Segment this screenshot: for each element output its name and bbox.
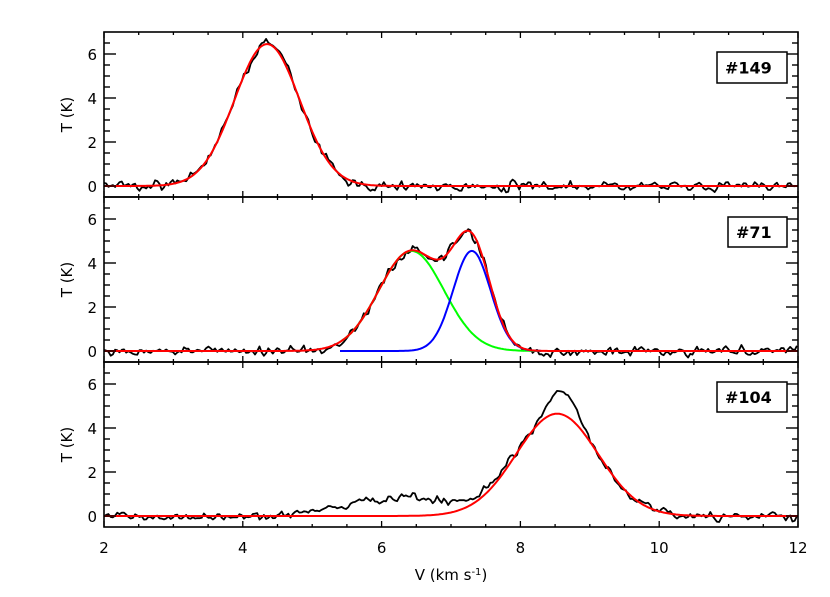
spectrum-panel-2: 0 2 4 6 T (K) #71 [58,196,799,363]
y-tick-label: 2 [87,464,97,482]
y-tick-label: 4 [87,255,97,273]
fit-line [104,229,798,352]
x-tick-label: 2 [99,539,109,557]
source-id-label: #104 [725,388,772,407]
source-id-box [716,381,788,413]
x-tick-label: 12 [788,539,807,557]
observed-spectrum-line [104,389,798,523]
x-tick-label: 10 [650,539,669,557]
y-tick-label: 0 [87,508,97,526]
y-axis-title: T (K) [58,427,76,463]
y-tick-label: 2 [87,299,97,317]
y-axis-title: T (K) [58,262,76,298]
source-id-label: #71 [736,223,772,242]
y-tick-label: 6 [87,46,97,64]
y-tick-label: 4 [87,90,97,108]
source-id-box [727,216,788,248]
x-tick-label: 6 [377,539,387,557]
observed-spectrum-line [104,38,797,194]
y-tick-label: 0 [87,343,97,361]
y-axis-title: T (K) [58,97,76,133]
y-tick-label: 6 [87,376,97,394]
panel-frame [103,196,799,363]
x-tick-label: 4 [238,539,248,557]
x-tick-label: 8 [516,539,526,557]
panel-frame [103,31,799,198]
source-id-label: #149 [725,59,772,78]
y-tick-label: 4 [87,420,97,438]
spectrum-panel-1: 0 2 4 6 T (K) #149 [58,31,799,198]
y-tick-label: 0 [87,178,97,196]
spectrum-panel-3: 0 2 4 6 T (K) #104 [58,361,799,528]
y-tick-label: 2 [87,134,97,152]
fit-line [104,412,798,517]
component-1-line [339,249,542,352]
x-axis-title: V (km s-1) [415,566,488,584]
component-2-line [340,249,542,352]
fit-line [104,43,798,187]
x-axis-tick-labels: 2 4 6 8 10 12 [99,539,807,557]
source-id-box [716,51,788,84]
y-tick-label: 6 [87,211,97,229]
